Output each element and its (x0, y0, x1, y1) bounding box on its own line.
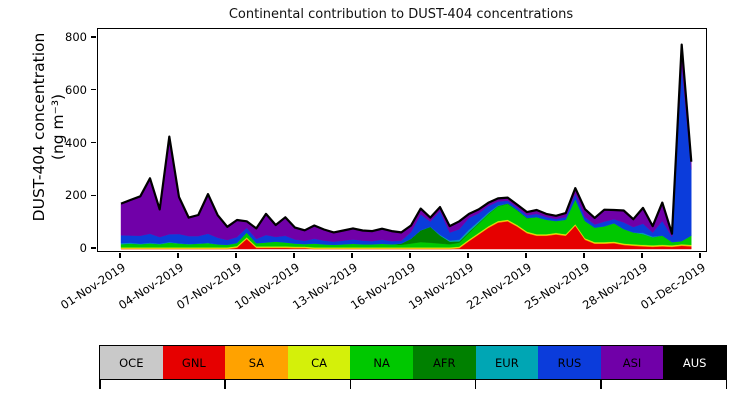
legend-label: AUS (682, 355, 707, 370)
x-tick-label: 16-Nov-2019 (347, 260, 418, 313)
x-tick-label: 10-Nov-2019 (231, 260, 302, 313)
y-tick-label: 400 (65, 135, 87, 150)
legend-item-asi: ASI (600, 346, 664, 379)
x-tick-label: 28-Nov-2019 (579, 260, 650, 313)
x-tick-label: 25-Nov-2019 (521, 260, 592, 313)
legend-label: AFR (433, 355, 456, 370)
legend-label: OCE (119, 355, 144, 370)
x-tick-mark (351, 253, 353, 258)
legend-label: GNL (181, 355, 206, 370)
y-tick-mark (91, 247, 96, 249)
x-tick-label: 19-Nov-2019 (405, 260, 476, 313)
stacked-area-chart (120, 43, 693, 250)
y-tick-mark (91, 89, 96, 91)
legend-tick-mark (224, 380, 226, 389)
plot-area (97, 28, 707, 252)
legend-item-na: NA (350, 346, 413, 379)
x-tick-mark (641, 253, 643, 258)
y-tick-mark (91, 36, 96, 38)
x-tick-mark (119, 253, 121, 258)
y-axis-label-units: (ng m⁻³) (49, 93, 68, 161)
x-tick-mark (525, 253, 527, 258)
x-tick-label: 01-Nov-2019 (57, 260, 128, 313)
x-tick-mark (699, 253, 701, 258)
legend-tick-mark (99, 380, 101, 389)
x-tick-mark (409, 253, 411, 258)
legend-item-eur: EUR (475, 346, 539, 379)
legend-label: SA (248, 355, 265, 370)
chart-title: Continental contribution to DUST-404 con… (228, 7, 574, 22)
y-tick-label: 0 (79, 241, 87, 255)
legend-item-rus: RUS (538, 346, 601, 379)
x-tick-mark (235, 253, 237, 258)
x-tick-mark (467, 253, 469, 258)
legend-item-sa: SA (225, 346, 288, 379)
legend-label: ASI (622, 355, 642, 370)
x-tick-mark (293, 253, 295, 258)
legend-label: CA (311, 355, 328, 370)
y-axis-label: DUST-404 concentration (ng m⁻³) (30, 12, 76, 242)
y-tick-label: 200 (65, 188, 87, 203)
area-layer-asi (120, 44, 692, 242)
legend-tick-mark (349, 380, 352, 389)
y-axis-label-text: DUST-404 concentration (30, 32, 48, 222)
legend-item-oce: OCE (100, 346, 163, 379)
legend-tick-mark (725, 380, 727, 389)
x-tick-mark (583, 253, 585, 258)
y-tick-label: 800 (65, 30, 87, 44)
legend-item-ca: CA (287, 346, 351, 379)
x-tick-label: 07-Nov-2019 (173, 260, 244, 313)
y-tick-label: 600 (65, 82, 87, 97)
legend-label: NA (373, 355, 390, 370)
x-tick-mark (177, 253, 179, 258)
x-tick-label: 13-Nov-2019 (289, 260, 360, 313)
legend-tick-mark (600, 380, 602, 389)
legend-label: EUR (495, 355, 519, 370)
legend: OCE GNL SA CA NA AFR EUR RUS ASI AUS (99, 345, 727, 380)
legend-item-afr: AFR (412, 346, 476, 379)
y-tick-mark (91, 141, 96, 144)
legend-tick-mark (474, 380, 477, 389)
x-tick-label: 22-Nov-2019 (463, 260, 534, 313)
y-tick-mark (91, 194, 96, 196)
legend-item-aus: AUS (663, 346, 726, 379)
legend-item-gnl: GNL (162, 346, 226, 379)
x-tick-label: 04-Nov-2019 (115, 260, 186, 313)
total-outline (120, 43, 693, 235)
legend-label: RUS (557, 355, 582, 370)
